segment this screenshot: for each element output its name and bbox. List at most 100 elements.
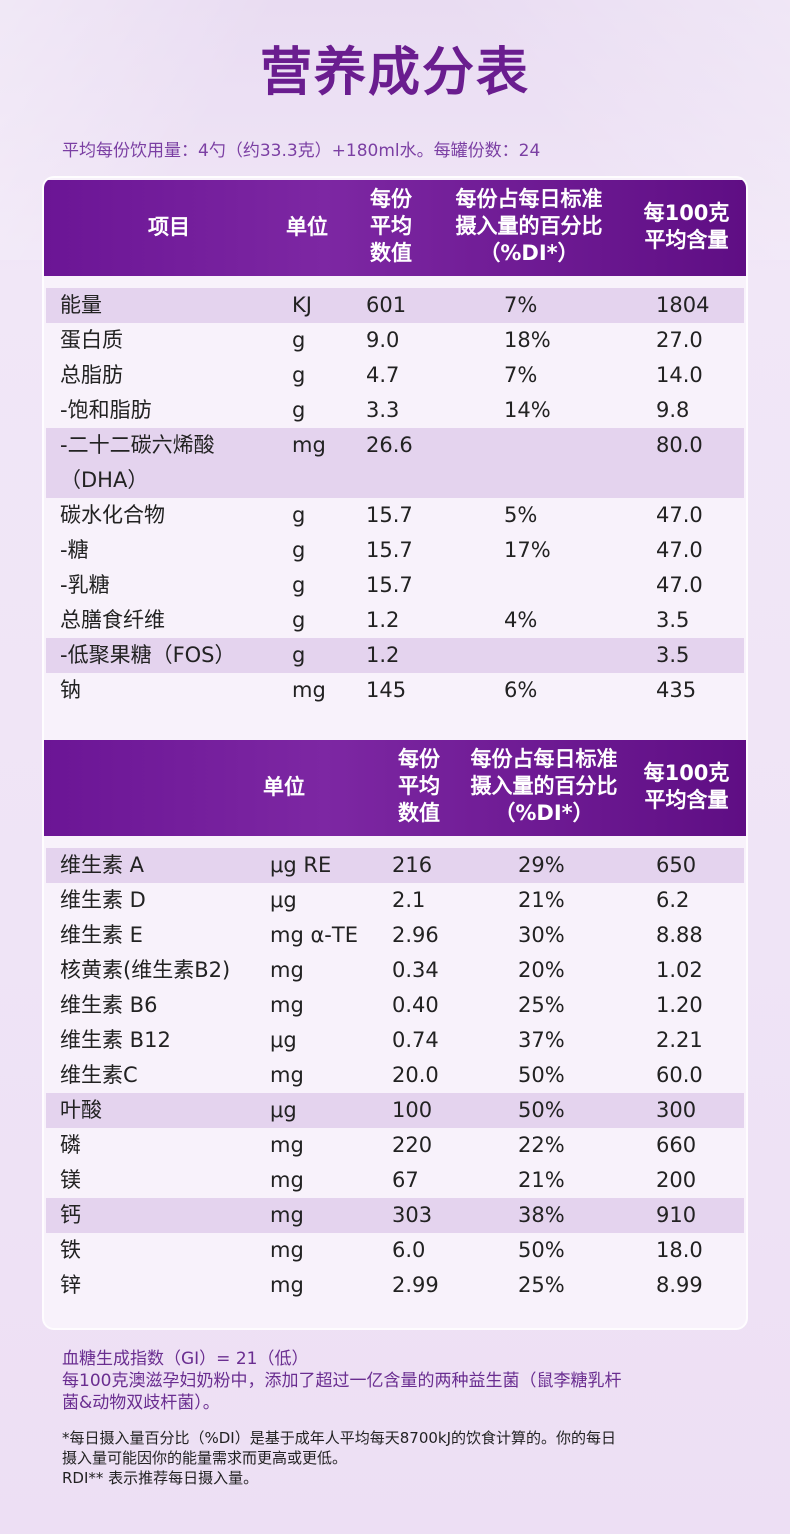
header-per-100g: 每100克 平均含量 bbox=[643, 761, 730, 812]
table-row: 蛋白质 g 9.0 18% 27.0 bbox=[46, 323, 744, 358]
notes: 血糖生成指数（GI）= 21（低） 每100克澳滋孕妇奶粉中，添加了超过一亿含量… bbox=[62, 1348, 621, 1414]
row-per-serving: 303 bbox=[392, 1203, 433, 1227]
row-percent-di: 4% bbox=[504, 608, 538, 632]
row-name: 锌 bbox=[60, 1273, 81, 1297]
row-per-serving: 1.2 bbox=[366, 608, 400, 632]
row-name: 叶酸 bbox=[60, 1098, 102, 1122]
table-row: 维生素C mg 20.0 50% 60.0 bbox=[46, 1058, 744, 1093]
row-per-serving: 220 bbox=[392, 1133, 433, 1157]
table-row: 钠 mg 145 6% 435 bbox=[46, 673, 744, 708]
row-per-100g: 1.02 bbox=[656, 958, 703, 982]
serving-info: 平均每份饮用量：4勺（约33.3克）+180ml水。每罐份数：24 bbox=[62, 141, 541, 161]
table-row: 维生素 D μg 2.1 21% 6.2 bbox=[46, 883, 744, 918]
row-per-100g: 910 bbox=[656, 1203, 697, 1227]
row-per-serving: 3.3 bbox=[366, 398, 400, 422]
row-percent-di: 30% bbox=[518, 923, 565, 947]
row-percent-di: 17% bbox=[504, 538, 551, 562]
table-row: -饱和脂肪 g 3.3 14% 9.8 bbox=[46, 393, 744, 428]
row-name: 维生素 E bbox=[60, 923, 143, 947]
row-name: -糖 bbox=[60, 538, 89, 562]
row-name: 碳水化合物 bbox=[60, 503, 165, 527]
row-name: 钠 bbox=[60, 678, 81, 702]
row-unit: g bbox=[292, 643, 306, 667]
row-unit: μg bbox=[270, 888, 297, 912]
row-per-100g: 80.0 bbox=[656, 433, 703, 457]
table2-header: 单位 每份 平均 数值 每份占每日标准 摄入量的百分比 （%DI*） 每100克… bbox=[44, 740, 746, 836]
row-per-100g: 47.0 bbox=[656, 538, 703, 562]
row-unit: mg bbox=[292, 433, 326, 457]
row-per-100g: 435 bbox=[656, 678, 697, 702]
row-unit: mg bbox=[270, 1273, 304, 1297]
row-per-100g: 14.0 bbox=[656, 363, 703, 387]
row-per-100g: 47.0 bbox=[656, 573, 703, 597]
row-per-serving: 15.7 bbox=[366, 503, 413, 527]
row-per-100g: 1804 bbox=[656, 293, 710, 317]
row-percent-di: 50% bbox=[518, 1098, 565, 1122]
row-per-100g: 9.8 bbox=[656, 398, 690, 422]
footnotes: *每日摄入量百分比（%DI）是基于成年人平均每天8700kJ的饮食计算的。你的每… bbox=[62, 1428, 722, 1488]
row-per-100g: 200 bbox=[656, 1168, 697, 1192]
footnote-di-cont: 摄入量可能因你的能量需求而更高或更低。 bbox=[62, 1449, 348, 1467]
row-unit: g bbox=[292, 363, 306, 387]
row-per-serving: 145 bbox=[366, 678, 407, 702]
row-per-serving: 1.2 bbox=[366, 643, 400, 667]
row-unit: g bbox=[292, 538, 306, 562]
row-percent-di: 22% bbox=[518, 1133, 565, 1157]
row-per-serving: 2.96 bbox=[392, 923, 439, 947]
row-percent-di: 21% bbox=[518, 1168, 565, 1192]
header-per-100g: 每100克 平均含量 bbox=[643, 201, 730, 252]
probiotic-note-cont: 菌&动物双歧杆菌）。 bbox=[62, 1393, 220, 1413]
table-row: 碳水化合物 g 15.7 5% 47.0 bbox=[46, 498, 744, 533]
row-name: -乳糖 bbox=[60, 573, 110, 597]
table-row: 总膳食纤维 g 1.2 4% 3.5 bbox=[46, 603, 744, 638]
row-unit: g bbox=[292, 608, 306, 632]
row-name-cont: （DHA） bbox=[60, 468, 149, 492]
row-percent-di: 7% bbox=[504, 363, 538, 387]
row-name: 能量 bbox=[60, 293, 102, 317]
row-unit: g bbox=[292, 398, 306, 422]
row-percent-di: 37% bbox=[518, 1028, 565, 1052]
table-row: 维生素 A μg RE 216 29% 650 bbox=[46, 848, 744, 883]
row-percent-di: 14% bbox=[504, 398, 551, 422]
row-per-serving: 26.6 bbox=[366, 433, 413, 457]
row-per-serving: 216 bbox=[392, 853, 433, 877]
row-per-serving: 601 bbox=[366, 293, 407, 317]
header-unit: 单位 bbox=[263, 775, 305, 799]
header-per-serving: 每份 平均 数值 bbox=[370, 187, 412, 265]
row-per-serving: 2.99 bbox=[392, 1273, 439, 1297]
table-row: 核黄素(维生素B2) mg 0.34 20% 1.02 bbox=[46, 953, 744, 988]
row-name: 磷 bbox=[60, 1133, 81, 1157]
row-per-serving: 15.7 bbox=[366, 538, 413, 562]
row-name: 维生素 D bbox=[60, 888, 146, 912]
table1-header: 项目 单位 每份 平均 数值 每份占每日标准 摄入量的百分比 （%DI*） 每1… bbox=[44, 180, 746, 276]
table-row: -糖 g 15.7 17% 47.0 bbox=[46, 533, 744, 568]
row-per-serving: 20.0 bbox=[392, 1063, 439, 1087]
row-per-100g: 660 bbox=[656, 1133, 697, 1157]
row-percent-di: 18% bbox=[504, 328, 551, 352]
row-per-serving: 9.0 bbox=[366, 328, 400, 352]
table-row: -二十二碳六烯酸 mg 26.6 80.0 （DHA） bbox=[46, 428, 744, 498]
table-row: 锌 mg 2.99 25% 8.99 bbox=[46, 1268, 744, 1303]
probiotic-note: 每100克澳滋孕妇奶粉中，添加了超过一亿含量的两种益生菌（鼠李糖乳杆 bbox=[62, 1371, 622, 1391]
row-percent-di: 6% bbox=[504, 678, 538, 702]
table-row: -低聚果糖（FOS） g 1.2 3.5 bbox=[46, 638, 744, 673]
table-row: 维生素 E mg α-TE 2.96 30% 8.88 bbox=[46, 918, 744, 953]
footnote-rdi: RDI** 表示推荐每日摄入量。 bbox=[62, 1469, 259, 1487]
table-row: 铁 mg 6.0 50% 18.0 bbox=[46, 1233, 744, 1268]
row-percent-di: 20% bbox=[518, 958, 565, 982]
row-per-100g: 8.99 bbox=[656, 1273, 703, 1297]
table-row: 总脂肪 g 4.7 7% 14.0 bbox=[46, 358, 744, 393]
row-unit: g bbox=[292, 503, 306, 527]
row-per-serving: 100 bbox=[392, 1098, 433, 1122]
table-row: 钙 mg 303 38% 910 bbox=[46, 1198, 744, 1233]
nutrition-card: 项目 单位 每份 平均 数值 每份占每日标准 摄入量的百分比 （%DI*） 每1… bbox=[44, 178, 746, 1328]
row-per-serving: 67 bbox=[392, 1168, 419, 1192]
row-unit: mg bbox=[270, 958, 304, 982]
row-name: 维生素 B12 bbox=[60, 1028, 171, 1052]
row-name: -低聚果糖（FOS） bbox=[60, 643, 236, 667]
row-unit: mg bbox=[270, 1238, 304, 1262]
row-name: 钙 bbox=[60, 1203, 81, 1227]
row-percent-di: 50% bbox=[518, 1238, 565, 1262]
row-unit: mg bbox=[270, 1168, 304, 1192]
row-per-100g: 1.20 bbox=[656, 993, 703, 1017]
